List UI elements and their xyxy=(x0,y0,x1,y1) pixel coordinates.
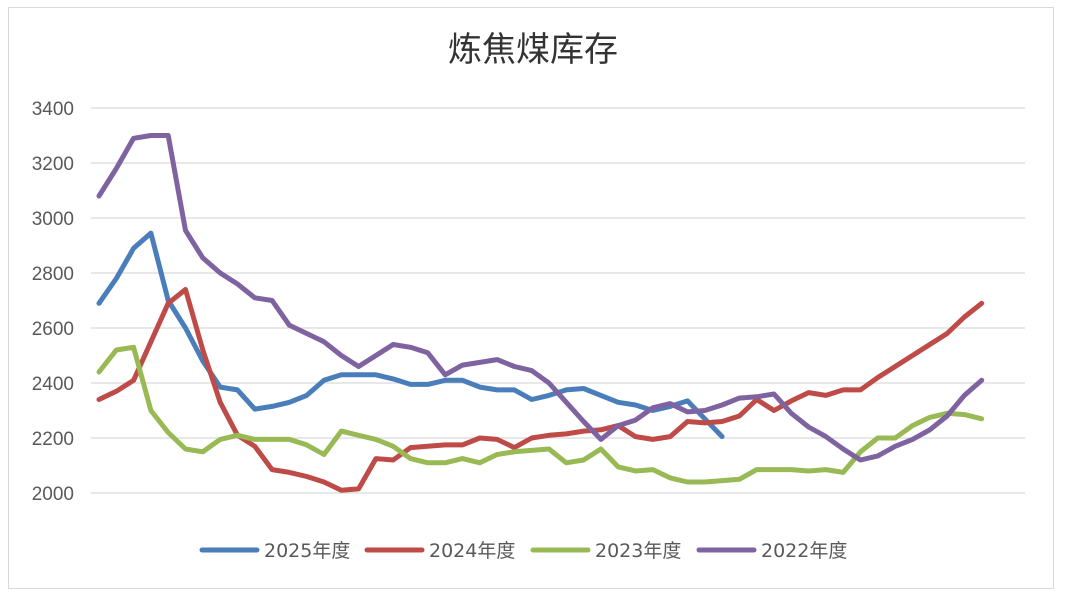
y-tick-label: 2000 xyxy=(32,484,74,505)
series-line-1 xyxy=(96,287,985,493)
legend-item-1: 2024年度 xyxy=(364,540,515,562)
legend-label: 2024年度 xyxy=(429,540,515,562)
series-line-3 xyxy=(96,133,985,463)
y-tick-label: 2800 xyxy=(32,264,74,285)
legend-item-2: 2023年度 xyxy=(530,540,681,562)
y-tick-label: 2200 xyxy=(32,429,74,450)
legend-item-0: 2025年度 xyxy=(199,540,350,562)
y-tick-label: 2400 xyxy=(32,374,74,395)
y-axis-ticks: 2000 2200 2400 2600 2800 3000 3200 3400 xyxy=(32,99,74,505)
legend-item-3: 2022年度 xyxy=(696,540,847,562)
series-line-0 xyxy=(96,230,725,440)
legend-label: 2022年度 xyxy=(761,540,847,562)
chart-frame xyxy=(8,7,1054,589)
y-tick-label: 3000 xyxy=(32,209,74,230)
chart-title: 炼焦煤库存 xyxy=(448,30,618,70)
y-tick-label: 2600 xyxy=(32,319,74,340)
series-lines xyxy=(96,133,985,493)
legend-label: 2025年度 xyxy=(264,540,350,562)
y-tick-label: 3400 xyxy=(32,99,74,120)
y-tick-label: 3200 xyxy=(32,154,74,175)
series-line-2 xyxy=(96,344,985,485)
legend: 2025年度 2024年度 2023年度 2022年度 xyxy=(199,540,847,562)
legend-label: 2023年度 xyxy=(595,540,681,562)
